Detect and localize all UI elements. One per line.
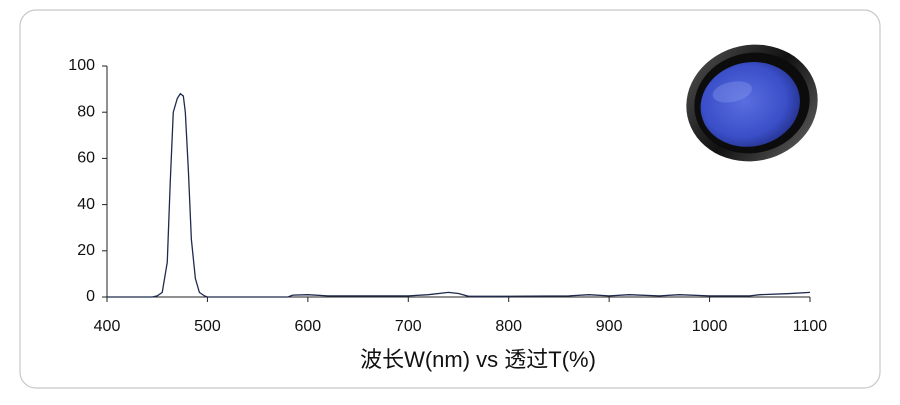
y-tick-label: 100 (68, 57, 95, 74)
y-tick-label: 80 (77, 103, 95, 120)
plot-area: 0 20 40 60 80 100 400 500 600 700 800 900 1000 1100 (68, 57, 827, 335)
x-tick-label: 800 (495, 318, 522, 335)
x-tick-label: 1100 (793, 318, 828, 335)
x-tick-label: 600 (295, 318, 322, 335)
card (19, 9, 881, 389)
y-tick-label: 60 (77, 150, 95, 167)
x-tick-label: 500 (194, 318, 221, 335)
filter-photo (686, 44, 818, 162)
x-tick-label: 400 (94, 318, 121, 335)
spectrum-line (107, 92, 811, 298)
x-axis-title: 波长W(nm) vs 透过T(%) (360, 347, 596, 372)
x-tick-label: 700 (395, 318, 422, 335)
y-tick-label: 20 (77, 242, 95, 259)
y-tick-label: 40 (77, 196, 95, 213)
y-tick-label: 0 (86, 288, 95, 305)
x-tick-label: 900 (596, 318, 623, 335)
x-tick-label: 1000 (692, 318, 728, 335)
